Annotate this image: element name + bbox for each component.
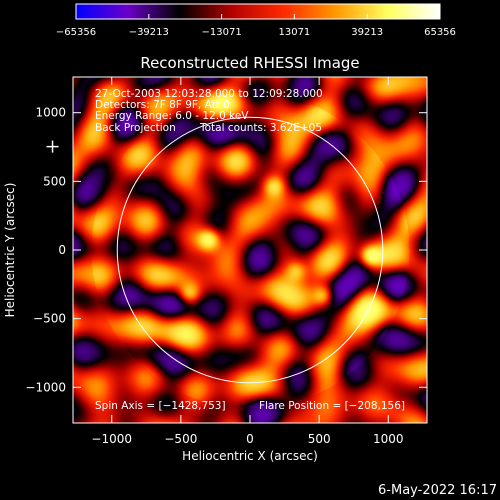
x-tick-label: −500 xyxy=(164,432,197,446)
x-axis-ticks: −1000 −500 0 500 1000 xyxy=(91,77,404,446)
annotation-counts: Total counts: 3.62E+05 xyxy=(199,122,322,134)
annotation-flare-position: Flare Position = [−208,156] xyxy=(259,400,405,412)
heatmap-image xyxy=(73,77,427,423)
colorbar-tick-label: 39213 xyxy=(351,27,383,38)
x-tick-label: 500 xyxy=(308,432,331,446)
y-tick-label: −500 xyxy=(33,312,66,326)
colorbar-tick-label: 65356 xyxy=(424,27,456,38)
y-tick-label: 0 xyxy=(58,243,66,257)
annotation-spin-axis: Spin Axis = [−1428,753] xyxy=(95,400,226,412)
y-tick-label: 500 xyxy=(43,174,66,188)
colorbar-tick-label: 13071 xyxy=(278,27,310,38)
solar-limb-circle xyxy=(116,116,384,384)
footer-date: 6-May-2022 16:17 xyxy=(378,483,497,498)
annotation-block: 27-Oct-2003 12:03:28.000 to 12:09:28.000… xyxy=(95,88,405,412)
chart-title: Reconstructed RHESSI Image xyxy=(140,54,359,72)
spin-axis-plus-marker xyxy=(46,140,59,153)
annotation-detectors: Detectors: 7F 8F 9F, Att 0 xyxy=(95,99,230,111)
y-tick-label: 1000 xyxy=(35,106,66,120)
x-tick-label: 1000 xyxy=(373,432,404,446)
x-tick-label: −1000 xyxy=(91,432,132,446)
annotation-energy: Energy Range: 6.0 - 12.0 keV xyxy=(95,110,249,122)
y-axis-ticks: 1000 500 0 −500 −1000 xyxy=(25,106,427,394)
x-axis-label: Heliocentric X (arcsec) xyxy=(182,449,318,463)
annotation-time-range: 27-Oct-2003 12:03:28.000 to 12:09:28.000 xyxy=(95,88,323,100)
y-tick-label: −1000 xyxy=(25,380,66,394)
colorbar-tick-label: −13071 xyxy=(201,27,241,38)
annotation-method: Back Projection xyxy=(95,122,176,134)
colorbar-tick-label: −65356 xyxy=(56,27,96,38)
y-axis-label: Heliocentric Y (arcsec) xyxy=(3,183,17,318)
plot-area xyxy=(73,77,427,423)
colorbar-ticks: −65356 −39213 −13071 13071 39213 65356 xyxy=(56,14,456,38)
colorbar xyxy=(75,3,441,20)
colorbar-tick-label: −39213 xyxy=(129,27,169,38)
x-tick-label: 0 xyxy=(246,432,254,446)
